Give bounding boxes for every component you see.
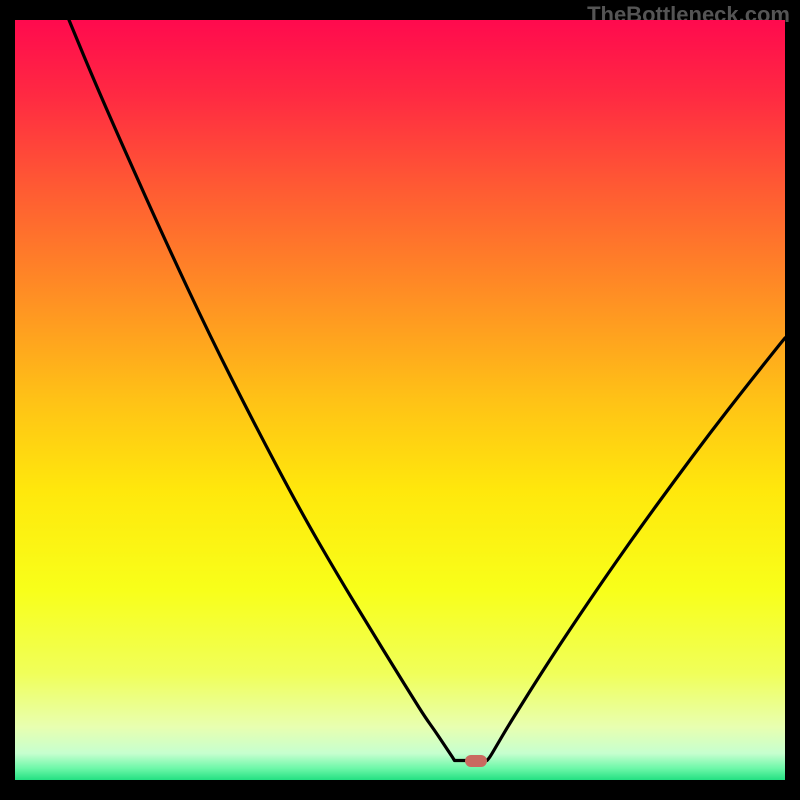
plot-area [15, 20, 785, 780]
optimal-point-marker [465, 755, 487, 767]
bottleneck-curve [15, 20, 785, 780]
chart-frame: TheBottleneck.com [0, 0, 800, 800]
